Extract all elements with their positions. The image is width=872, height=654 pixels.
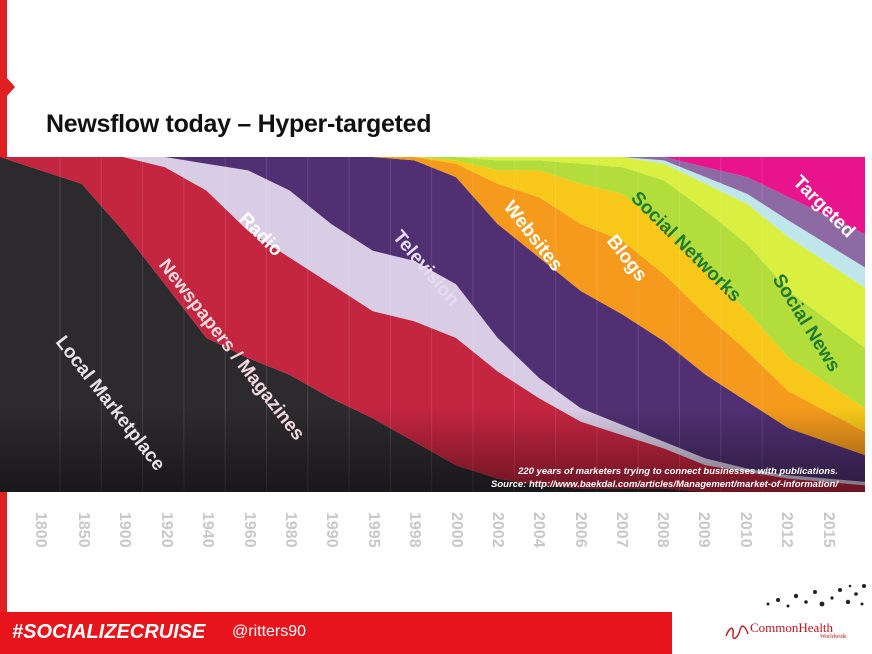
x-tick-label: 1995 [365, 512, 382, 548]
x-tick-label: 2015 [820, 512, 837, 548]
x-tick-label: 2000 [448, 512, 465, 548]
x-tick-label: 2009 [695, 512, 712, 548]
hashtag: #SOCIALIZECRUISE [12, 621, 206, 643]
x-tick-label: 2012 [778, 512, 795, 548]
x-tick-label: 1940 [199, 512, 216, 548]
decorative-dots [766, 584, 866, 608]
x-tick-label: 2010 [737, 512, 754, 548]
footer-bar: #SOCIALIZECRUISE @ritters90 CommonHealth… [0, 612, 872, 654]
signature-logo-icon [725, 625, 749, 640]
x-tick-label: 1998 [406, 512, 423, 548]
page-title: Newsflow today – Hyper-targeted [46, 110, 432, 138]
x-tick-label: 1800 [32, 512, 49, 548]
brand-name: CommonHealth [750, 620, 834, 635]
annotation-line-1: 220 years of marketers trying to connect… [517, 466, 838, 477]
x-tick-label: 2008 [654, 512, 671, 548]
x-tick-label: 1980 [282, 512, 299, 548]
x-tick-label: 1850 [75, 512, 92, 548]
x-tick-label: 1990 [323, 512, 340, 548]
brand-box: CommonHealth Worldwide [672, 612, 872, 654]
brand-subtitle: Worldwide [820, 634, 847, 640]
x-tick-label: 2006 [572, 512, 589, 548]
x-tick-label: 2002 [489, 512, 506, 548]
x-tick-label: 1920 [158, 512, 175, 548]
annotation-line-2: Source: http://www.baekdal.com/articles/… [491, 479, 839, 490]
bottom-shade [0, 157, 865, 492]
x-tick-label: 2007 [613, 512, 630, 548]
x-tick-label: 1900 [116, 512, 133, 548]
twitter-handle: @ritters90 [232, 623, 307, 640]
x-tick-label: 1960 [241, 512, 258, 548]
x-tick-label: 2004 [530, 512, 547, 548]
left-accent-notch [7, 78, 15, 96]
